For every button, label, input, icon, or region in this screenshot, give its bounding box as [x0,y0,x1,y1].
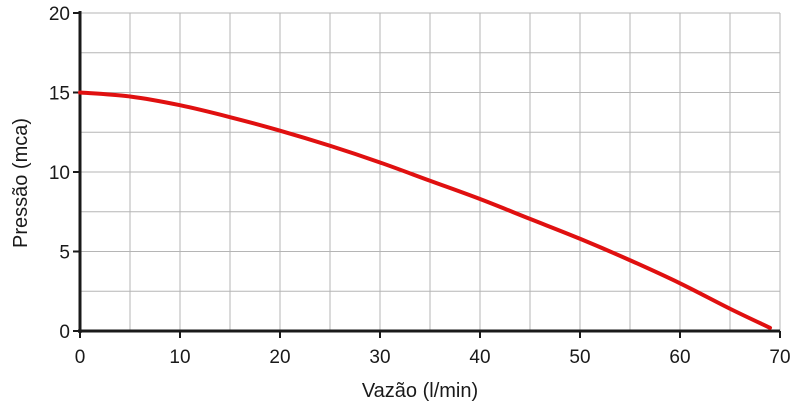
grid [80,12,781,331]
y-tick-label: 10 [49,163,70,184]
pump-curve-line [78,90,772,330]
y-tick-label: 0 [59,322,70,343]
x-tick-label: 40 [469,347,490,368]
x-tick-label: 70 [769,347,790,368]
x-tick-label: 50 [569,347,590,368]
y-tick-label: 15 [49,84,70,105]
series-layer [78,90,772,330]
x-tick-label: 60 [669,347,690,368]
y-tick-label: 20 [49,4,70,25]
x-tick-label: 20 [269,347,290,368]
y-tick-label: 5 [59,243,70,264]
tick-labels: 0 10 20 30 40 50 60 70 0 5 10 15 20 [49,4,791,368]
y-axis-title: Pressão (mca) [10,118,32,248]
x-tick-label: 10 [169,347,190,368]
axes [73,11,781,338]
x-axis-title: Vazão (l/min) [362,380,478,402]
x-tick-label: 30 [369,347,390,368]
x-tick-label: 0 [75,347,86,368]
